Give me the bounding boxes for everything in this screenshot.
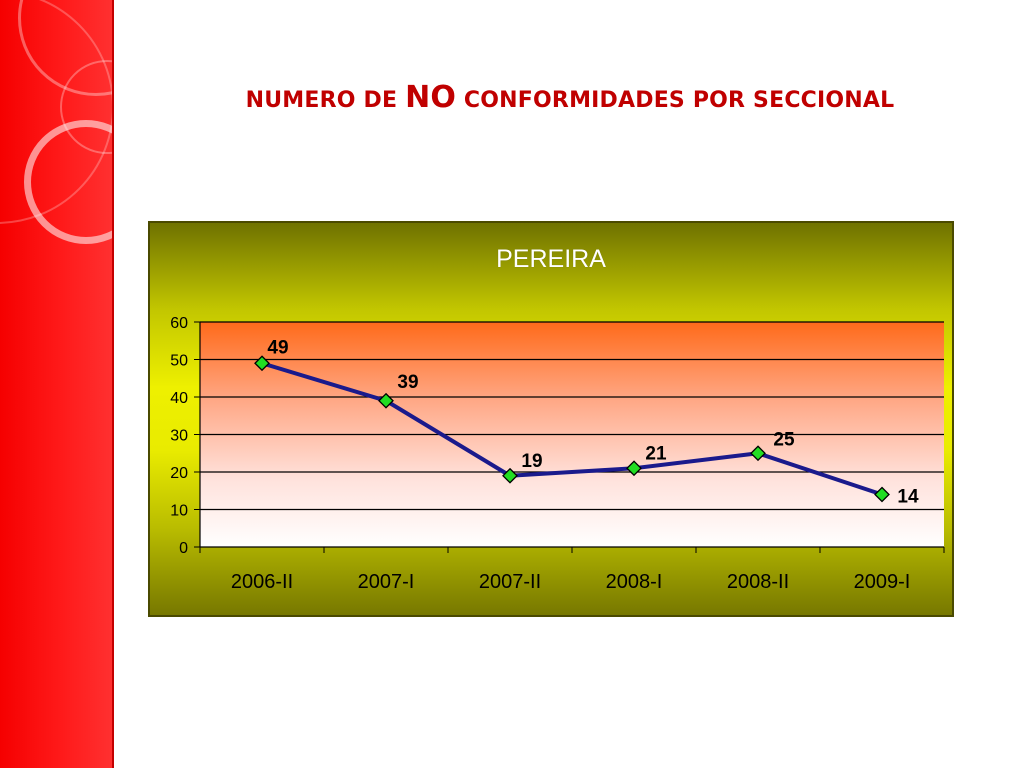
x-tick-label: 2007-I — [358, 571, 415, 593]
slide-title-part2: NO — [405, 80, 457, 115]
x-tick-label: 2006-II — [231, 571, 293, 593]
x-tick-label: 2007-II — [479, 571, 541, 593]
data-label: 49 — [267, 337, 288, 358]
data-point-marker — [750, 445, 766, 462]
y-tick-label: 30 — [170, 428, 188, 445]
slide-title: NUMERO DE NO CONFORMIDADES POR SECCIONAL — [150, 80, 990, 115]
x-tick-label: 2009-I — [854, 571, 911, 593]
data-point-marker — [378, 392, 394, 409]
y-tick-label: 40 — [170, 390, 188, 407]
slide-title-part1: NUMERO DE — [245, 88, 406, 113]
data-point-marker — [874, 486, 890, 503]
decorative-ring — [24, 120, 112, 244]
data-label: 21 — [645, 443, 667, 464]
y-tick-label: 20 — [170, 465, 188, 482]
chart-plot: 0 10 20 30 40 50 60 2006-II 2007-I 2007-II 2008-I 2… — [170, 315, 945, 593]
chart-title: PEREIRA — [496, 245, 606, 273]
data-label: 39 — [397, 372, 418, 393]
x-tick-label: 2008-II — [727, 571, 789, 593]
x-tick-label: 2008-I — [606, 571, 663, 593]
left-decorative-band — [0, 0, 114, 768]
data-label: 14 — [897, 487, 919, 508]
y-tick-label: 0 — [179, 540, 188, 557]
y-tick-label: 50 — [170, 353, 188, 370]
data-point-marker — [502, 467, 518, 484]
series-line — [261, 361, 883, 497]
data-label: 19 — [521, 451, 542, 472]
y-tick-label: 60 — [170, 315, 188, 332]
data-point-marker — [626, 460, 642, 477]
data-point-marker — [254, 355, 270, 372]
data-label: 25 — [773, 429, 795, 450]
chart-area: PEREIRA 0 10 20 30 40 50 60 2006-II 2007-I 2007-I… — [148, 221, 954, 617]
y-tick-label: 10 — [170, 503, 188, 520]
slide-title-part3: CONFORMIDADES POR SECCIONAL — [456, 88, 895, 113]
